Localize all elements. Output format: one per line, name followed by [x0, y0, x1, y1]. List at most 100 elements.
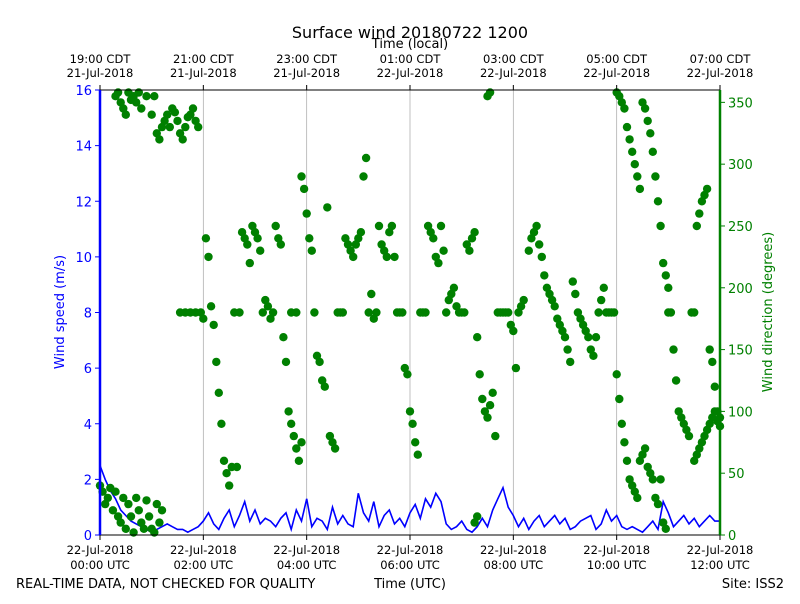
wind-direction-point-106 — [307, 246, 316, 255]
wind-direction-point-46 — [170, 108, 180, 117]
wind-direction-point-102 — [297, 172, 306, 181]
wind-direction-point-144 — [405, 407, 415, 416]
wind-direction-point-33 — [132, 98, 141, 107]
x-axis-label: Time (UTC) — [373, 577, 446, 592]
right-axis-ticks: 0 50 100 150 200 250 300 350 — [720, 96, 753, 544]
wind-direction-point-146 — [411, 438, 420, 447]
wind-direction-point-234 — [630, 160, 639, 169]
wind-direction-point-214 — [589, 351, 598, 360]
chart-title: Surface wind 20180722 1200 — [292, 23, 528, 42]
wind-direction-point-155 — [434, 258, 443, 268]
bottom-tick-date-3: 22-Jul-2018 — [377, 543, 444, 557]
wind-direction-point-94 — [284, 407, 293, 416]
wind-direction-point-169 — [470, 228, 479, 237]
wind-direction-point-199 — [550, 302, 559, 311]
wind-direction-point-203 — [560, 333, 570, 342]
wind-direction-point-161 — [449, 283, 459, 292]
footer-quality-note: REAL-TIME DATA, NOT CHECKED FOR QUALITY — [16, 577, 315, 592]
wind-direction-point-115 — [330, 444, 340, 453]
wind-direction-point-286 — [710, 382, 719, 391]
wind-direction-point-248 — [612, 370, 621, 379]
wind-direction-point-177 — [491, 431, 500, 441]
wind-direction-point-69 — [219, 456, 229, 465]
wind-direction-point-127 — [361, 153, 371, 163]
wind-direction-point-216 — [594, 308, 603, 317]
bottom-tick-date-1: 22-Jul-2018 — [170, 543, 237, 557]
wind-direction-point-68 — [217, 419, 226, 428]
wind-direction-point-185 — [511, 363, 521, 373]
wind-direction-point-215 — [591, 333, 601, 342]
wind-direction-point-242 — [651, 172, 660, 181]
wind-direction-point-78 — [243, 240, 252, 249]
wind-direction-point-194 — [537, 252, 546, 262]
wind-direction-point-49 — [178, 135, 187, 144]
wind-direction-point-238 — [640, 104, 650, 113]
wind-direction-point-104 — [302, 209, 311, 218]
wind-direction-point-241 — [648, 147, 657, 156]
wind-direction-point-103 — [299, 184, 309, 194]
wind-direction-point-175 — [485, 401, 495, 410]
wind-direction-point-83 — [256, 246, 265, 255]
wind-direction-point-84 — [258, 308, 267, 317]
wind-direction-point-75 — [235, 308, 244, 317]
wind-direction-point-107 — [310, 308, 319, 317]
wind-direction-point-171 — [475, 370, 484, 379]
bottom-tick-time-1: 02:00 UTC — [174, 558, 234, 572]
left-tick-label-5: 10 — [75, 251, 92, 266]
wind-direction-point-297 — [710, 407, 719, 416]
bottom-tick-time-3: 06:00 UTC — [380, 558, 440, 572]
left-axis-ticks: 0 2 4 6 8 10 12 14 16 — [75, 84, 100, 544]
right-tick-label-3: 150 — [728, 344, 753, 359]
wind-direction-point-147 — [413, 450, 422, 459]
wind-direction-point-111 — [320, 382, 329, 391]
wind-direction-point-91 — [276, 240, 285, 249]
wind-direction-point-204 — [563, 345, 572, 354]
footer-site-label: Site: ISS2 — [722, 577, 784, 592]
wind-direction-point-125 — [356, 228, 366, 237]
wind-direction-point-143 — [403, 370, 412, 379]
wind-direction-point-61 — [199, 314, 208, 323]
top-tick-date-6: 22-Jul-2018 — [687, 66, 754, 80]
right-tick-label-2: 100 — [728, 405, 753, 420]
wind-direction-point-218 — [599, 283, 608, 292]
wind-direction-point-8 — [116, 518, 125, 527]
wind-direction-point-138 — [390, 252, 399, 262]
wind-direction-point-18 — [142, 496, 151, 505]
bottom-tick-time-4: 08:00 UTC — [484, 558, 544, 572]
wind-direction-point-93 — [281, 357, 291, 367]
wind-direction-point-284 — [705, 345, 714, 354]
wind-direction-point-86 — [263, 302, 273, 311]
wind-direction-point-244 — [656, 221, 665, 231]
wind-direction-point-128 — [364, 308, 373, 317]
wind-direction-point-193 — [535, 240, 544, 249]
wind-direction-point-9 — [119, 493, 128, 503]
left-tick-label-3: 6 — [84, 362, 92, 377]
wind-direction-point-38 — [150, 92, 159, 101]
wind-direction-point-158 — [442, 308, 451, 317]
wind-direction-point-63 — [204, 252, 213, 262]
wind-direction-point-285 — [708, 357, 717, 367]
left-tick-label-8: 16 — [75, 84, 92, 99]
bottom-tick-date-4: 22-Jul-2018 — [480, 543, 547, 557]
top-tick-time-6: 07:00 CDT — [690, 52, 752, 66]
bottom-tick-date-2: 22-Jul-2018 — [273, 543, 340, 557]
bottom-tick-time-2: 04:00 UTC — [277, 558, 337, 572]
left-tick-label-0: 0 — [84, 529, 92, 544]
wind-direction-point-192 — [532, 221, 541, 231]
wind-direction-point-40 — [155, 135, 164, 144]
wind-direction-point-283 — [702, 184, 712, 194]
wind-direction-point-70 — [222, 469, 231, 478]
wind-direction-point-137 — [387, 221, 397, 231]
wind-direction-point-249 — [615, 394, 624, 404]
wind-direction-point-10 — [121, 524, 130, 533]
wind-direction-point-126 — [359, 172, 368, 181]
wind-direction-point-3 — [103, 493, 113, 503]
top-tick-time-2: 23:00 CDT — [276, 52, 338, 66]
wind-direction-point-47 — [173, 116, 182, 126]
wind-direction-point-82 — [253, 234, 262, 243]
top-tick-date-2: 21-Jul-2018 — [273, 66, 340, 80]
wind-direction-point-184 — [509, 326, 518, 336]
wind-direction-point-271 — [671, 376, 681, 385]
wind-direction-point-195 — [540, 271, 549, 280]
wind-direction-point-259 — [640, 444, 650, 453]
